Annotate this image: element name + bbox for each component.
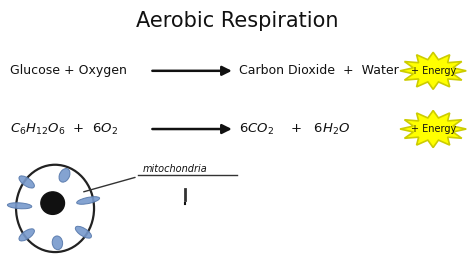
Ellipse shape (77, 197, 100, 204)
Ellipse shape (19, 176, 35, 188)
Ellipse shape (41, 192, 64, 214)
Text: $\mathit{C_6H_{12}O_6}$  +  $\mathit{6O_2}$: $\mathit{C_6H_{12}O_6}$ + $\mathit{6O_2}… (10, 122, 118, 136)
Text: Aerobic Respiration: Aerobic Respiration (136, 11, 338, 31)
Ellipse shape (75, 226, 91, 238)
Text: $\mathit{6CO_2}$    +   $\mathit{6H_2O}$: $\mathit{6CO_2}$ + $\mathit{6H_2O}$ (239, 122, 351, 136)
Text: + Energy: + Energy (410, 66, 456, 76)
Ellipse shape (19, 229, 35, 241)
Text: mitochondria: mitochondria (143, 164, 207, 174)
Polygon shape (400, 110, 466, 148)
Text: + Energy: + Energy (410, 124, 456, 134)
Text: Carbon Dioxide  +  Water: Carbon Dioxide + Water (239, 64, 399, 77)
Ellipse shape (16, 165, 94, 252)
Ellipse shape (8, 203, 32, 209)
Ellipse shape (59, 169, 70, 182)
Text: Glucose + Oxygen: Glucose + Oxygen (10, 64, 127, 77)
Ellipse shape (52, 236, 63, 250)
Polygon shape (400, 52, 466, 89)
